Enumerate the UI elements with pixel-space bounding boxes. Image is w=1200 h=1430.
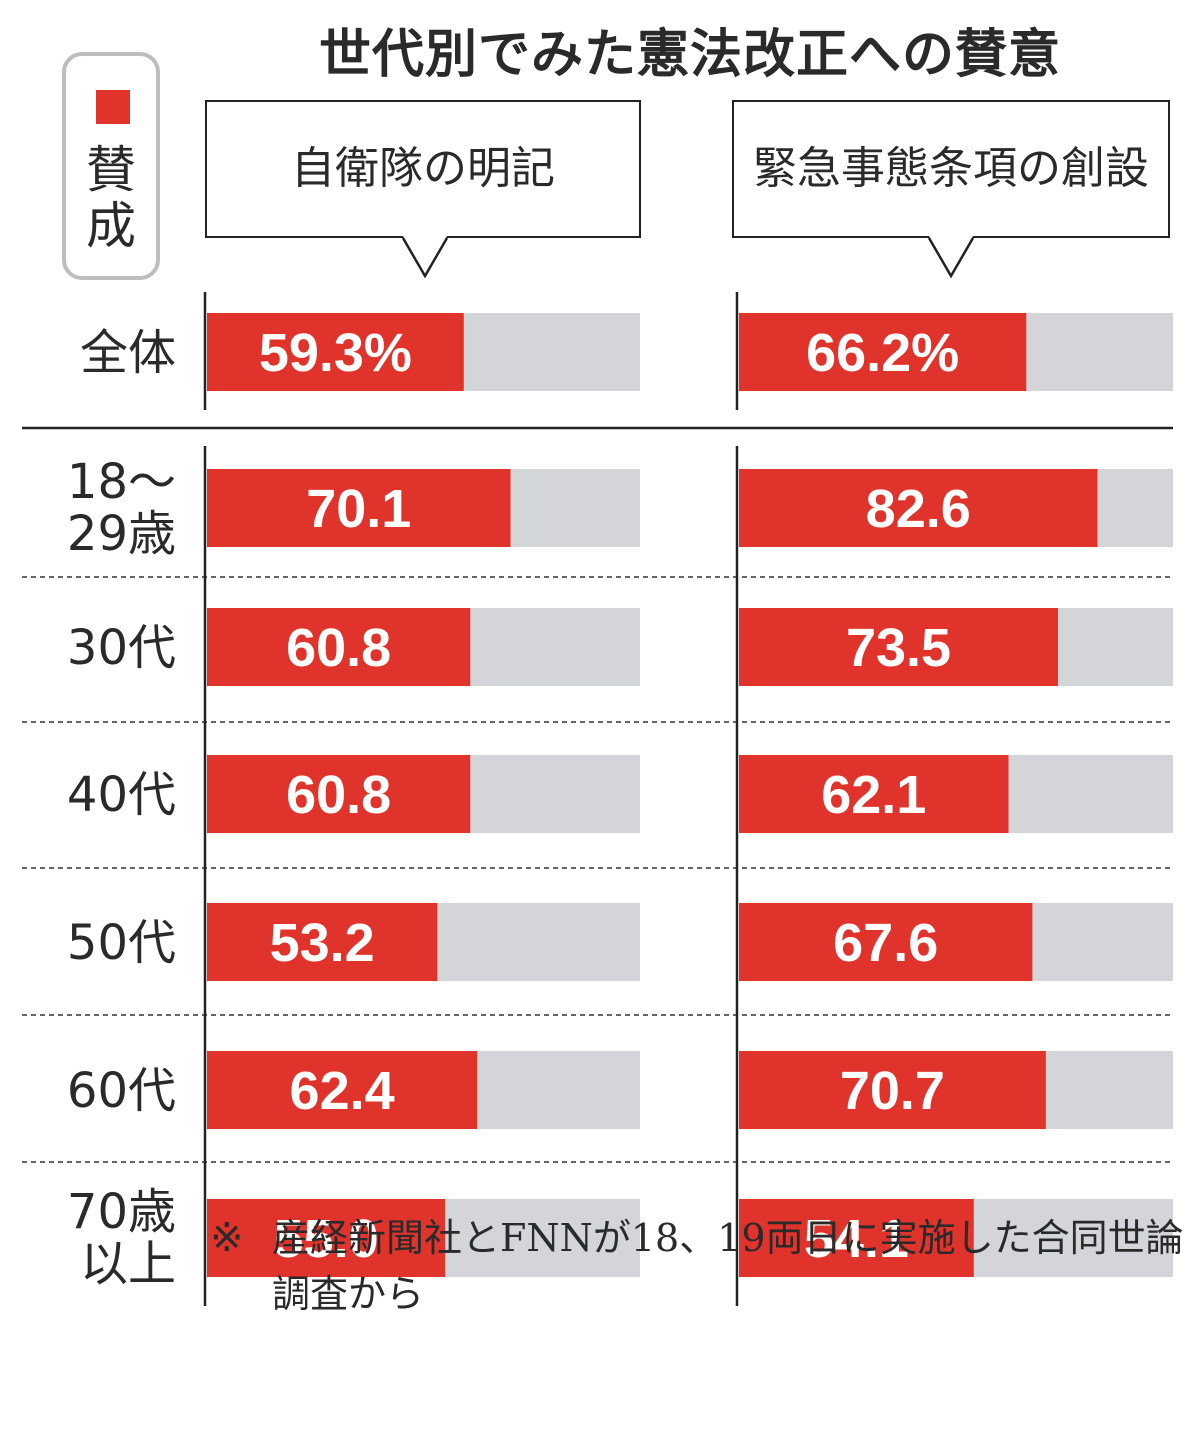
series-name-0: 自衛隊の明記 xyxy=(291,143,555,194)
row-label-line: 70歳 xyxy=(67,1184,176,1240)
bar-1-5 xyxy=(739,1051,1046,1129)
note-mark: ※ xyxy=(210,1215,244,1261)
bar-1-4 xyxy=(739,903,1033,981)
row-label-line: 以上 xyxy=(80,1236,176,1292)
bar-1-1 xyxy=(739,469,1098,547)
bar-1-0 xyxy=(739,313,1027,391)
row-label-2: 30代 xyxy=(67,620,176,676)
legend-label: 賛成 xyxy=(86,141,136,255)
bar-label-0-4: 53.2 xyxy=(270,913,375,973)
bar-1-3 xyxy=(739,755,1009,833)
series-header-0: 自衛隊の明記 xyxy=(205,100,641,238)
note-text: 産経新聞社とFNNが18、19両日に実施した合同世論調査から xyxy=(272,1216,1184,1316)
legend: 賛成 xyxy=(62,52,160,280)
chart-title: 世代別でみた憲法改正への賛意 xyxy=(318,25,1061,85)
bar-label-1-6: 54.1 xyxy=(804,1209,909,1269)
bar-1-6 xyxy=(739,1199,974,1277)
bar-0-6 xyxy=(207,1199,446,1277)
bar-0-3 xyxy=(207,755,471,833)
bar-0-2 xyxy=(207,608,471,686)
row-label-line: 29歳 xyxy=(67,506,176,562)
callout-pointer-0 xyxy=(401,236,449,279)
bar-label-1-1: 82.6 xyxy=(866,479,971,539)
bar-label-0-5: 62.4 xyxy=(290,1061,395,1121)
row-label-6: 70歳以上 xyxy=(67,1184,176,1292)
bar-label-0-6: 55.0 xyxy=(274,1209,379,1269)
bar-0-1 xyxy=(207,469,511,547)
bar-label-0-0: 59.3% xyxy=(259,323,412,383)
bar-0-5 xyxy=(207,1051,478,1129)
series-header-1: 緊急事態条項の創設 xyxy=(732,100,1170,238)
bar-1-2 xyxy=(739,608,1058,686)
bar-label-0-3: 60.8 xyxy=(286,765,391,825)
row-label-0: 全体 xyxy=(80,325,176,381)
bar-label-0-2: 60.8 xyxy=(286,618,391,678)
callout-pointer-1 xyxy=(927,236,975,279)
row-label-line: 18〜 xyxy=(67,454,176,510)
bar-label-1-3: 62.1 xyxy=(821,765,926,825)
row-label-4: 50代 xyxy=(67,915,176,971)
bar-label-1-4: 67.6 xyxy=(833,913,938,973)
source-note: ※ 産経新聞社とFNNが18、19両日に実施した合同世論調査から xyxy=(210,1210,1190,1322)
bar-label-0-1: 70.1 xyxy=(306,479,411,539)
series-name-1: 緊急事態条項の創設 xyxy=(753,143,1149,194)
row-label-5: 60代 xyxy=(67,1063,176,1119)
bar-label-1-0: 66.2% xyxy=(806,323,959,383)
legend-swatch xyxy=(96,90,130,124)
bar-0-4 xyxy=(207,903,438,981)
row-label-3: 40代 xyxy=(67,767,176,823)
bar-label-1-2: 73.5 xyxy=(846,618,951,678)
bar-label-1-5: 70.7 xyxy=(840,1061,945,1121)
row-label-1: 18〜 29歳 xyxy=(67,454,176,562)
bar-0-0 xyxy=(207,313,464,391)
